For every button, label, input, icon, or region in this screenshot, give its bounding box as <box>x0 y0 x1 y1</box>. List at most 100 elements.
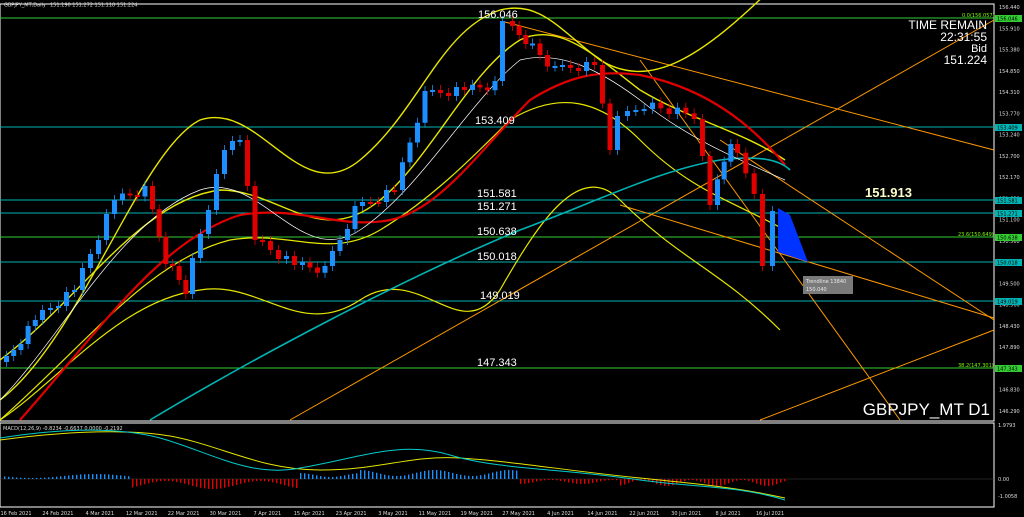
macd-bar <box>56 476 58 479</box>
date-tick-label: 12 Mar 2021 <box>126 511 158 517</box>
date-tick-label: 4 Jun 2021 <box>547 511 574 517</box>
macd-bar <box>540 479 542 481</box>
macd-bar <box>524 479 526 484</box>
macd-bar <box>520 479 522 484</box>
candle-body <box>537 43 543 55</box>
macd-bar <box>8 476 10 479</box>
macd-bar <box>572 479 574 484</box>
tag-150018: 150.018 <box>997 261 1018 267</box>
candle-body <box>156 209 162 237</box>
macd-bar <box>92 474 94 479</box>
macd-bar <box>448 471 450 479</box>
level-label-147343: 147.343 <box>477 357 517 369</box>
candle-body <box>650 102 655 109</box>
macd-axis-top: 1.9793 <box>998 423 1016 429</box>
candle-body <box>523 35 529 44</box>
inner-band-lower <box>0 101 786 421</box>
candle-body <box>40 310 45 320</box>
price-axis[interactable]: 156.440 155.910 155.380 154.850 154.310 153.7… <box>999 5 1020 415</box>
price-tick-label: 151.100 <box>999 218 1020 224</box>
macd-bar <box>240 479 242 484</box>
macd-bar <box>24 477 26 479</box>
candle-body <box>760 194 765 266</box>
trendline-mid-down[interactable] <box>719 139 995 321</box>
candle-body <box>485 87 490 91</box>
macd-bar <box>452 472 454 479</box>
candle-body <box>500 21 505 81</box>
macd-bar <box>176 479 178 483</box>
candle-body <box>400 162 405 190</box>
candle-body <box>415 122 420 143</box>
macd-bar <box>588 479 590 484</box>
macd-bar <box>728 479 730 484</box>
date-tick-label: 8 Jul 2021 <box>716 511 741 517</box>
macd-bar <box>416 472 418 479</box>
fibo-label-382: 38.2(147.301) <box>958 363 994 369</box>
bid-label: Bid <box>971 43 987 55</box>
macd-bar <box>244 479 246 483</box>
macd-bar <box>612 479 614 481</box>
tag-bg-149019 <box>995 298 1022 305</box>
macd-axis-bottom: -1.0058 <box>998 494 1017 500</box>
candle-body <box>260 240 265 242</box>
date-axis[interactable]: 16 Feb 2021 24 Feb 2021 4 Mar 2021 12 Mar 2… <box>0 511 784 517</box>
macd-bar <box>400 475 402 479</box>
macd-bar <box>164 479 166 482</box>
macd-bar <box>204 479 206 489</box>
macd-bar <box>168 479 170 482</box>
date-tick-label: 22 Jun 2021 <box>629 511 659 517</box>
tag-bg-150638 <box>995 234 1022 241</box>
macd-bar <box>564 479 566 482</box>
projection-triangle <box>778 208 808 262</box>
symbol-timeframe: GBPJPY_MT D1 <box>863 400 990 419</box>
tag-150638: 150.638 <box>997 236 1018 242</box>
candle-body <box>600 65 605 104</box>
tag-bg-156046 <box>995 15 1022 22</box>
macd-bar <box>600 479 602 482</box>
time-remain-value: 22:31:55 <box>940 30 987 44</box>
price-tick-label: 153.240 <box>999 133 1020 139</box>
macd-bar <box>324 476 326 479</box>
macd-bar <box>580 479 582 484</box>
trendline-upper-down[interactable] <box>504 21 995 151</box>
macd-bar <box>144 479 146 485</box>
candle-body <box>183 280 189 294</box>
macd-bar <box>192 479 194 486</box>
price-tick-label: 148.430 <box>999 324 1020 330</box>
macd-bar <box>468 475 470 479</box>
tag-147343: 147.343 <box>997 367 1018 373</box>
candle-body <box>392 190 397 192</box>
outer-band-upper <box>0 0 761 401</box>
candle-body <box>104 214 109 240</box>
macd-bar <box>140 479 142 486</box>
price-tags: 156.046 153.409 151.581 151.271 150.638 … <box>995 15 1022 373</box>
macd-bar <box>720 479 722 486</box>
macd-bar <box>604 479 606 481</box>
candle-body <box>376 202 381 204</box>
macd-bar <box>272 479 274 483</box>
candle-body <box>407 142 413 163</box>
macd-bar <box>512 470 514 479</box>
date-tick-label: 16 Jul 2021 <box>756 511 784 517</box>
fibo-label-0: 0.0(156.057) <box>962 13 995 19</box>
moving-average-white <box>0 57 786 401</box>
candle-body <box>112 200 117 214</box>
macd-bar <box>188 479 190 485</box>
macd-bar <box>740 479 742 481</box>
macd-bar <box>28 477 30 479</box>
macd-bar <box>380 473 382 479</box>
candle-body <box>584 62 589 71</box>
candle-body <box>592 62 597 65</box>
price-tick-label: 153.770 <box>999 111 1020 117</box>
candle-body <box>576 68 581 71</box>
macd-bar <box>160 479 162 482</box>
macd-bar <box>552 479 554 481</box>
trendline-up-short[interactable] <box>759 329 995 421</box>
candle-body <box>284 256 289 259</box>
macd-bar <box>516 470 518 479</box>
macd-bar <box>424 470 426 479</box>
tooltip-box <box>803 276 853 294</box>
macd-bar <box>684 479 686 482</box>
macd-bar <box>280 479 282 485</box>
